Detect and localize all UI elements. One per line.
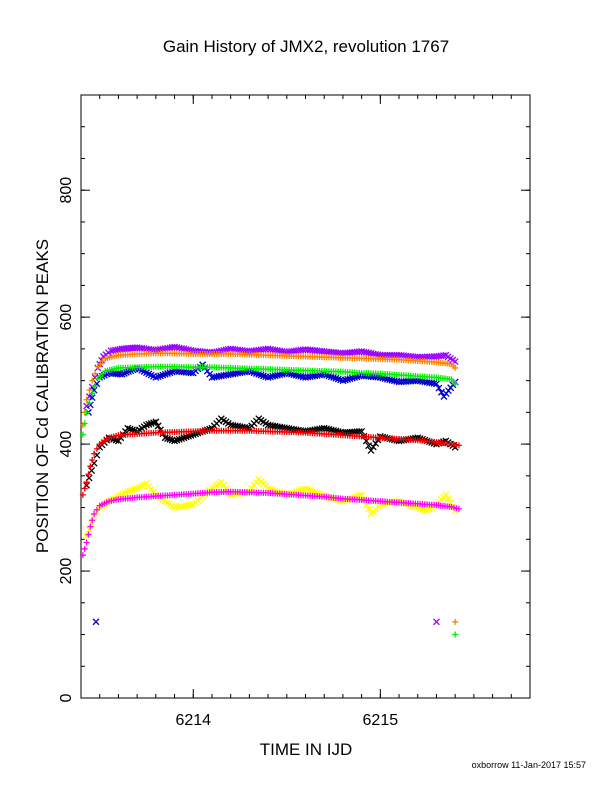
y-axis-label: POSITION OF Cd CALIBRATION PEAKS xyxy=(33,239,52,553)
data-point xyxy=(88,394,96,402)
data-point xyxy=(187,501,195,509)
data-point xyxy=(93,506,100,513)
x-tick-label: 6215 xyxy=(363,712,399,729)
data-point xyxy=(432,618,440,626)
data-point xyxy=(365,505,373,513)
y-tick-label: 800 xyxy=(58,177,75,204)
data-point xyxy=(81,485,88,492)
data-point xyxy=(79,552,86,559)
footer-timestamp: oxborrow 11-Jan-2017 15:57 xyxy=(472,760,586,770)
data-point xyxy=(85,531,92,538)
data-point xyxy=(442,491,450,499)
data-point xyxy=(91,450,98,457)
data-point xyxy=(92,370,99,377)
data-point xyxy=(372,440,380,447)
data-point xyxy=(88,383,96,391)
data-point xyxy=(88,467,96,475)
data-point xyxy=(92,383,99,390)
data-point xyxy=(452,631,459,638)
data-point xyxy=(444,495,452,503)
y-tick-label: 600 xyxy=(58,304,75,331)
axis-tick-labels: 6214 6215 0 200 400 600 800 xyxy=(58,177,398,729)
data-point xyxy=(187,369,195,377)
data-marks xyxy=(79,343,462,638)
data-point xyxy=(89,390,96,397)
data-point xyxy=(81,545,88,552)
data-point xyxy=(83,396,90,403)
data-point xyxy=(367,446,375,454)
data-point xyxy=(89,456,96,463)
y-tick-label: 200 xyxy=(58,558,75,585)
data-point xyxy=(79,491,86,498)
data-point xyxy=(88,519,96,527)
y-tick-label: 0 xyxy=(58,693,75,702)
data-point xyxy=(85,471,92,478)
data-point xyxy=(152,418,160,426)
data-point xyxy=(89,517,96,524)
data-point xyxy=(447,499,454,507)
data-point xyxy=(120,369,128,377)
data-point xyxy=(435,384,443,392)
x-axis-label: TIME IN IJD xyxy=(260,740,353,759)
y-tick-label: 400 xyxy=(58,431,75,458)
data-point xyxy=(369,443,377,451)
data-point xyxy=(154,422,162,430)
data-point xyxy=(93,445,100,452)
data-point xyxy=(87,523,94,530)
data-point xyxy=(452,380,459,387)
x-tick-label: 6214 xyxy=(175,712,211,729)
data-point xyxy=(83,479,90,486)
data-point xyxy=(89,377,96,384)
data-point xyxy=(86,387,93,394)
data-point xyxy=(432,380,440,388)
data-point xyxy=(79,431,86,438)
data-point xyxy=(452,364,459,371)
plot-frame xyxy=(80,94,531,699)
data-point xyxy=(122,369,130,376)
data-point xyxy=(83,539,90,546)
data-point xyxy=(86,399,93,406)
data-point xyxy=(455,442,462,449)
data-point xyxy=(455,505,462,512)
data-point xyxy=(91,510,98,517)
data-point xyxy=(452,618,459,625)
data-point xyxy=(437,388,445,396)
chart-title: Gain History of JMX2, revolution 1767 xyxy=(163,37,449,56)
data-point xyxy=(85,526,93,534)
data-point xyxy=(92,618,100,626)
axis-ticks xyxy=(80,94,531,699)
data-point xyxy=(87,463,94,470)
data-point xyxy=(81,420,88,427)
data-point xyxy=(118,370,126,378)
data-point xyxy=(83,409,90,416)
